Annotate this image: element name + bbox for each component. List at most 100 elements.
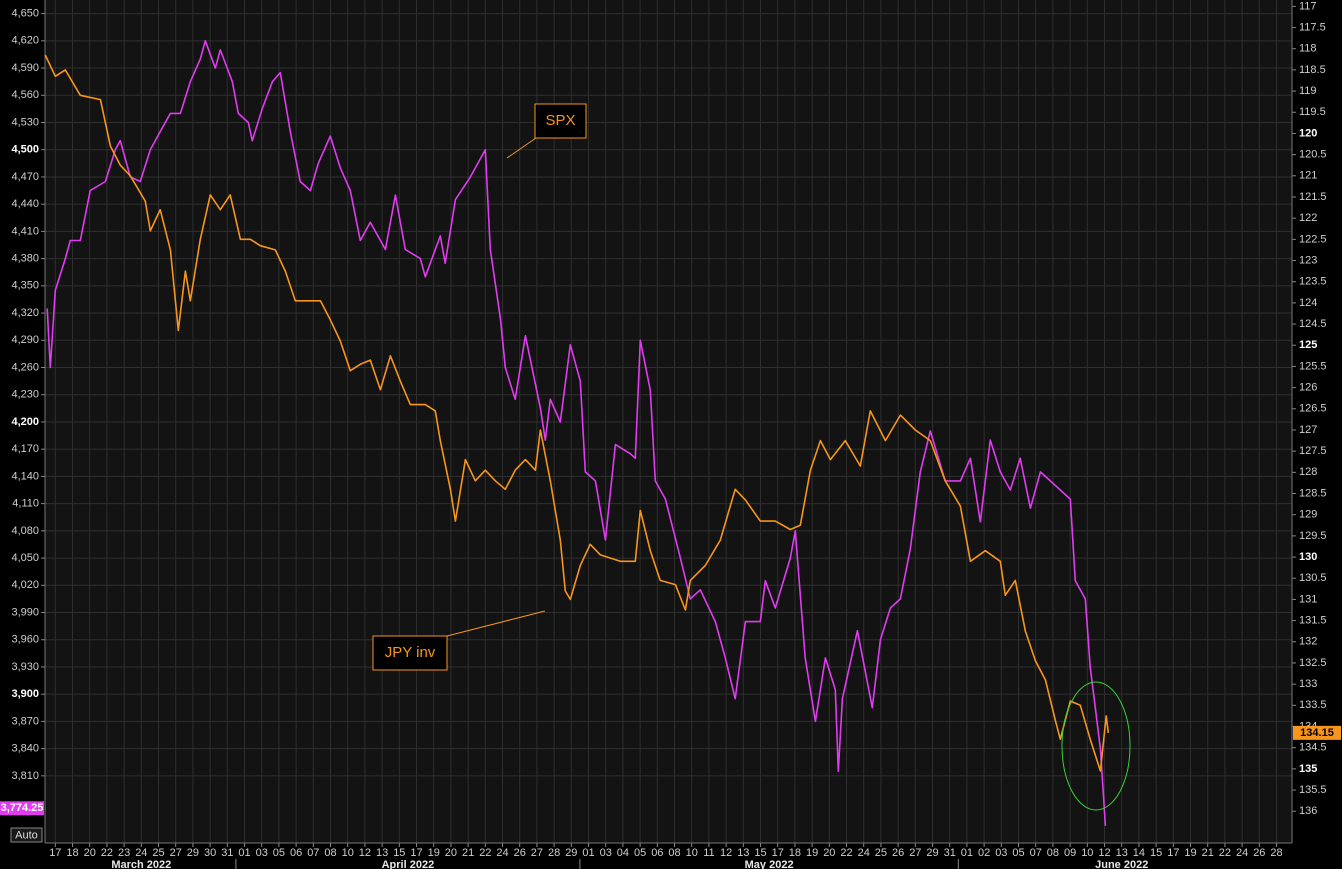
y-tick-label: 4,140: [11, 470, 39, 482]
y2-tick-label: 126.5: [1299, 403, 1327, 415]
y2-tick-label: 122: [1299, 212, 1317, 224]
month-label: April 2022: [382, 859, 435, 869]
x-tick-label: 05: [273, 847, 285, 859]
x-tick-label: 10: [686, 847, 698, 859]
y-tick-label: 4,530: [11, 116, 39, 128]
x-tick-label: 29: [926, 847, 938, 859]
last-value-label: 134.15: [1300, 727, 1334, 739]
value-labels: 3,774.25 134.15: [0, 725, 1341, 816]
y2-tick-label: 127: [1299, 424, 1317, 436]
y2-tick-label: 131: [1299, 593, 1317, 605]
x-tick-label: 10: [1081, 847, 1093, 859]
y-tick-label: 3,810: [11, 770, 39, 782]
y-tick-label: 4,290: [11, 334, 39, 346]
x-tick-label: 14: [1133, 847, 1145, 859]
y-tick-label: 4,050: [11, 552, 39, 564]
callout-box: [372, 635, 448, 671]
x-tick-label: 25: [875, 847, 887, 859]
y2-tick-label: 132: [1299, 636, 1317, 648]
y-tick-label: 4,590: [11, 62, 39, 74]
month-label: May 2022: [745, 859, 794, 869]
series-line: [44, 54, 1110, 772]
x-tick-label: 29: [565, 847, 577, 859]
y-tick-label: 4,350: [11, 280, 39, 292]
callout-box: [534, 103, 587, 139]
x-tick-label: 08: [324, 847, 336, 859]
y2-tick-label: 124.5: [1299, 318, 1327, 330]
y2-tick-label: 126: [1299, 382, 1317, 394]
x-tick-label: 23: [118, 847, 130, 859]
y-tick-label: 4,230: [11, 389, 39, 401]
y2-tick-label: 131.5: [1299, 615, 1327, 627]
x-tick-label: 17: [1167, 847, 1179, 859]
x-tick-label: 05: [634, 847, 646, 859]
auto-button[interactable]: [10, 827, 43, 843]
y-tick-label: 3,990: [11, 606, 39, 618]
y-tick-label: 3,960: [11, 634, 39, 646]
x-tick-label: 15: [1150, 847, 1162, 859]
y2-tick-label: 125: [1299, 339, 1317, 351]
y2-tick-label: 135.5: [1299, 784, 1327, 796]
month-label: June 2022: [1095, 859, 1148, 869]
x-tick-label: 17: [410, 847, 422, 859]
x-tick-label: 08: [668, 847, 680, 859]
y2-tick-label: 117.5: [1299, 21, 1326, 33]
y2-tick-label: 118.5: [1299, 64, 1326, 76]
x-tick-label: 22: [101, 847, 113, 859]
x-tick-label: 07: [1030, 847, 1042, 859]
y2-tick-label: 121: [1299, 170, 1317, 182]
last-value-box: [1293, 725, 1341, 740]
x-tick-label: 31: [221, 847, 233, 859]
x-tick-label: 01: [238, 847, 250, 859]
x-tick-label: 13: [1116, 847, 1128, 859]
y2-tick-label: 129: [1299, 509, 1317, 521]
grid: [45, 0, 1292, 843]
y-tick-label: 4,500: [11, 144, 39, 156]
x-tick-label: 05: [1012, 847, 1024, 859]
y-tick-label: 3,840: [11, 743, 39, 755]
x-tick-label: 03: [600, 847, 612, 859]
x-tick-label: 27: [531, 847, 543, 859]
y2-tick-label: 132.5: [1299, 657, 1327, 669]
y-tick-label: 4,020: [11, 579, 39, 591]
y2-tick-label: 120: [1299, 127, 1317, 139]
x-tick-label: 20: [84, 847, 96, 859]
y2-tick-label: 125.5: [1299, 360, 1327, 372]
x-tick-label: 11: [703, 847, 714, 859]
y-tick-label: 4,110: [12, 498, 39, 510]
x-tick-label: 13: [737, 847, 749, 859]
y-tick-label: 4,320: [11, 307, 39, 319]
y-tick-label: 4,650: [11, 8, 39, 20]
x-tick-label: 30: [204, 847, 216, 859]
y2-tick-label: 127.5: [1299, 445, 1327, 457]
y-tick-label: 3,930: [11, 661, 39, 673]
auto-button-label[interactable]: Auto: [15, 829, 38, 841]
x-tick-label: 26: [514, 847, 526, 859]
y-tick-label: 4,560: [11, 89, 39, 101]
x-tick-label: 04: [617, 847, 629, 859]
x-tick-label: 12: [1098, 847, 1110, 859]
y2-tick-label: 135: [1299, 763, 1317, 775]
series-line: [46, 40, 1107, 826]
y2-tick-label: 133.5: [1299, 699, 1327, 711]
callout-leader: [506, 137, 537, 159]
x-tick-label: 02: [978, 847, 990, 859]
x-tick-label: 22: [840, 847, 852, 859]
last-value-box: [0, 801, 44, 816]
x-tick-label: 07: [307, 847, 319, 859]
y-tick-label: 4,380: [11, 253, 39, 265]
x-tick-label: 26: [1253, 847, 1265, 859]
x-tick-label: 24: [496, 847, 508, 859]
y2-tick-label: 124: [1299, 297, 1317, 309]
y2-tick-label: 118: [1299, 43, 1317, 55]
x-tick-label: 29: [187, 847, 199, 859]
x-tick-label: 27: [909, 847, 921, 859]
y-tick-label: 4,410: [11, 225, 39, 237]
x-tick-label: 22: [1219, 847, 1231, 859]
y2-tick-label: 134.5: [1299, 742, 1327, 754]
x-tick-label: 21: [462, 847, 474, 859]
x-tick-label: 18: [66, 847, 78, 859]
x-tick-label: 21: [1202, 847, 1214, 859]
axes: 17 18 20 22 23 24 25 27 29 30 31 01 03 05 06 07 08 10 12 13…: [11, 0, 1327, 869]
